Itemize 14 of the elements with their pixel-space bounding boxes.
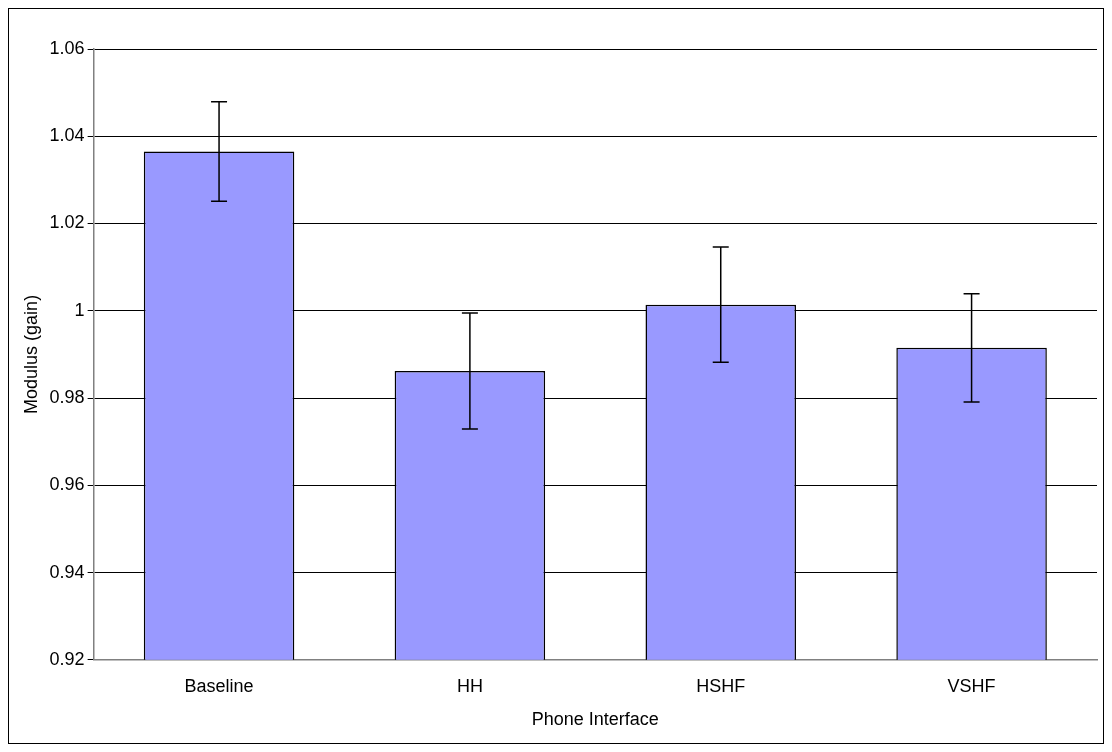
- x-axis-title: Phone Interface: [531, 709, 659, 730]
- y-tick-label: 1.04: [49, 125, 85, 146]
- y-tick-label: 1.02: [49, 212, 85, 233]
- y-tick-label: 1.06: [49, 37, 85, 58]
- y-tick-label: 0.94: [49, 561, 85, 582]
- y-tick-label: 0.98: [49, 387, 85, 407]
- x-tick-label: Baseline: [184, 675, 254, 696]
- x-tick-label: VSHF: [947, 675, 996, 696]
- y-tick-label: 1: [74, 299, 85, 320]
- x-tick-label: HH: [456, 675, 483, 696]
- y-tick-label: 0.92: [49, 648, 85, 669]
- x-tick-label: HSHF: [696, 675, 746, 696]
- y-tick-label: 0.96: [49, 474, 85, 495]
- y-axis-title: Modulus (gain): [20, 294, 41, 414]
